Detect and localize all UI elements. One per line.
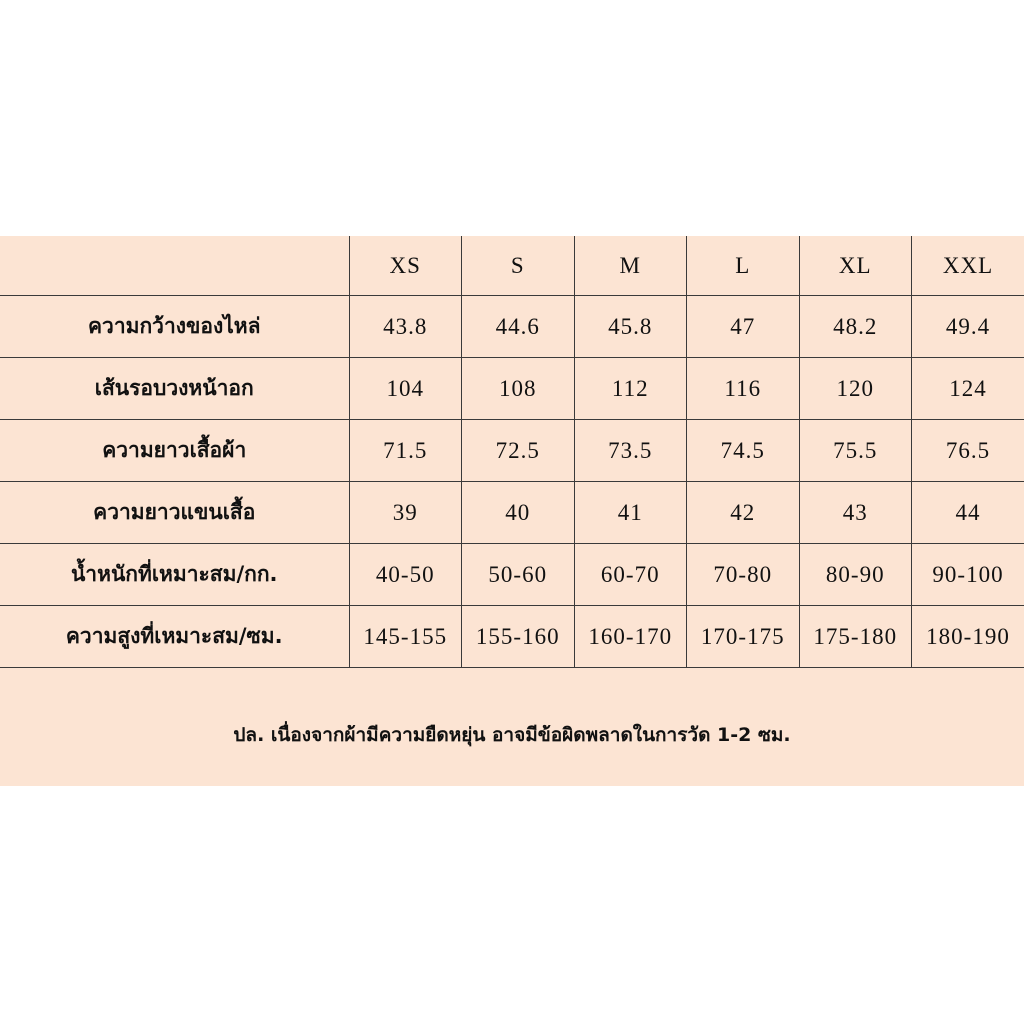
value-cell: 44.6: [461, 295, 575, 358]
table-row: น้ำหนักที่เหมาะสม/กก. 40-50 50-60 60-70 70-8…: [0, 543, 1024, 606]
value-cell: 116: [686, 357, 800, 420]
size-table: XS S M L XL XXL ความกว้างของไหล่ 43.8 44.6…: [0, 236, 1024, 668]
value-cell: 72.5: [461, 419, 575, 482]
value-cell: 50-60: [461, 543, 575, 606]
value-cell: 42: [686, 481, 800, 544]
size-header: S: [461, 236, 575, 296]
value-cell: 60-70: [573, 543, 687, 606]
value-cell: 80-90: [798, 543, 912, 606]
row-label: ความยาวแขนเสื้อ: [0, 481, 350, 544]
value-cell: 43: [798, 481, 912, 544]
value-cell: 104: [348, 357, 462, 420]
size-header: M: [573, 236, 687, 296]
value-cell: 43.8: [348, 295, 462, 358]
value-cell: 160-170: [573, 605, 687, 668]
table-row: ความกว้างของไหล่ 43.8 44.6 45.8 47 48.2 49.4: [0, 295, 1024, 358]
value-cell: 112: [573, 357, 687, 420]
table-row: ความยาวแขนเสื้อ 39 40 41 42 43 44: [0, 481, 1024, 544]
value-cell: 175-180: [798, 605, 912, 668]
value-cell: 70-80: [686, 543, 800, 606]
size-header: XS: [348, 236, 462, 296]
size-header: L: [686, 236, 800, 296]
size-header: XL: [798, 236, 912, 296]
value-cell: 39: [348, 481, 462, 544]
row-label: ความกว้างของไหล่: [0, 295, 350, 358]
value-cell: 47: [686, 295, 800, 358]
value-cell: 180-190: [911, 605, 1024, 668]
value-cell: 75.5: [798, 419, 912, 482]
value-cell: 40: [461, 481, 575, 544]
value-cell: 108: [461, 357, 575, 420]
value-cell: 41: [573, 481, 687, 544]
header-row: XS S M L XL XXL: [0, 236, 1024, 296]
table-row: เส้นรอบวงหน้าอก 104 108 112 116 120 124: [0, 357, 1024, 420]
row-label: น้ำหนักที่เหมาะสม/กก.: [0, 543, 350, 606]
value-cell: 155-160: [461, 605, 575, 668]
value-cell: 145-155: [348, 605, 462, 668]
value-cell: 124: [911, 357, 1024, 420]
value-cell: 44: [911, 481, 1024, 544]
value-cell: 45.8: [573, 295, 687, 358]
value-cell: 49.4: [911, 295, 1024, 358]
value-cell: 74.5: [686, 419, 800, 482]
table-row: ความสูงที่เหมาะสม/ซม. 145-155 155-160 160-1…: [0, 605, 1024, 668]
corner-cell: [0, 236, 350, 296]
value-cell: 73.5: [573, 419, 687, 482]
value-cell: 48.2: [798, 295, 912, 358]
size-chart: XS S M L XL XXL ความกว้างของไหล่ 43.8 44.6…: [0, 236, 1024, 786]
row-label: ความสูงที่เหมาะสม/ซม.: [0, 605, 350, 668]
value-cell: 90-100: [911, 543, 1024, 606]
row-label: ความยาวเสื้อผ้า: [0, 419, 350, 482]
value-cell: 71.5: [348, 419, 462, 482]
value-cell: 76.5: [911, 419, 1024, 482]
value-cell: 120: [798, 357, 912, 420]
size-header: XXL: [911, 236, 1024, 296]
table-row: ความยาวเสื้อผ้า 71.5 72.5 73.5 74.5 75.5 76.5: [0, 419, 1024, 482]
value-cell: 40-50: [348, 543, 462, 606]
value-cell: 170-175: [686, 605, 800, 668]
row-label: เส้นรอบวงหน้าอก: [0, 357, 350, 420]
footnote: ปล. เนื่องจากผ้ามีความยืดหยุ่น อาจมีข้อผ…: [233, 724, 791, 746]
